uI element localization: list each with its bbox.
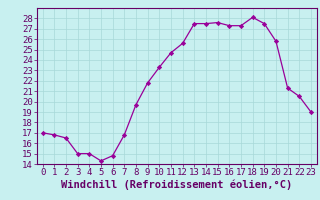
X-axis label: Windchill (Refroidissement éolien,°C): Windchill (Refroidissement éolien,°C): [61, 180, 292, 190]
